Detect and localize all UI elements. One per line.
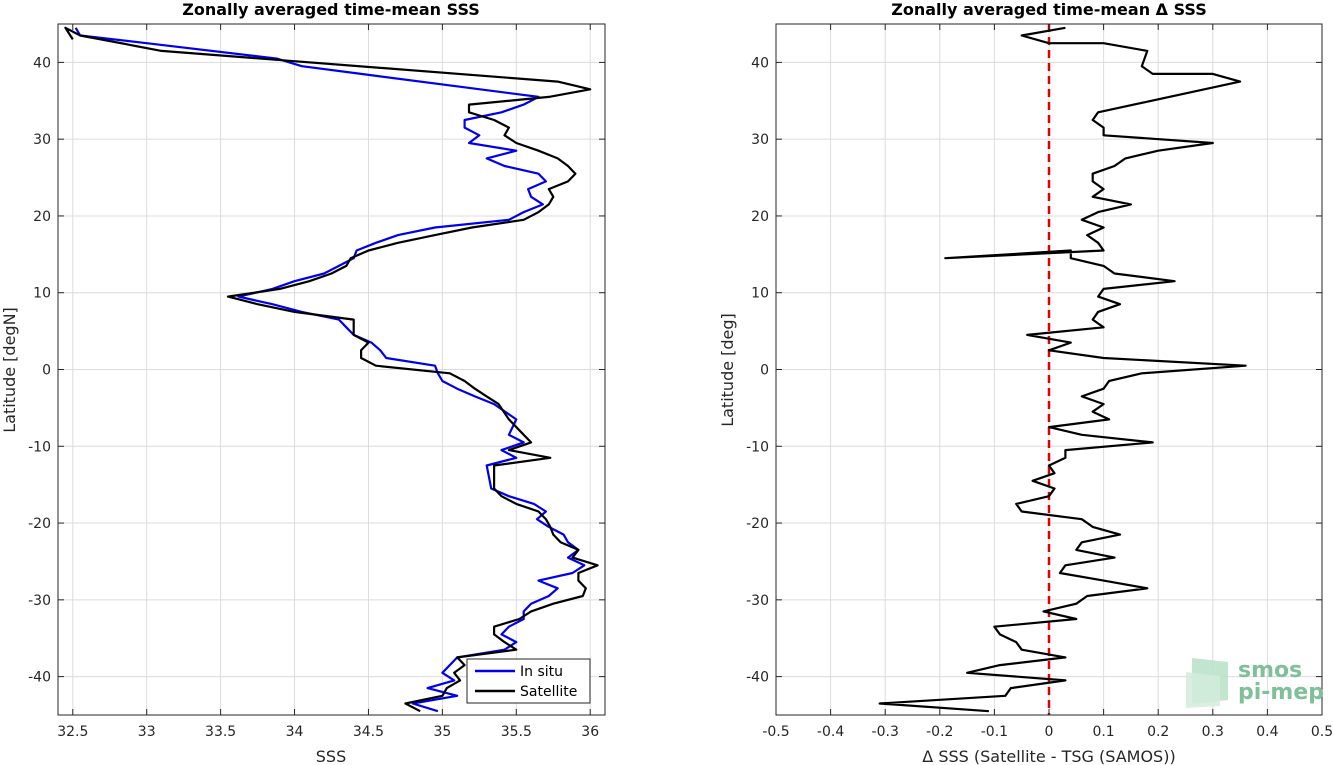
y-tick-label: -30 bbox=[28, 593, 51, 609]
y-tick-label: 40 bbox=[33, 55, 51, 71]
right-chart-y-axis-label: Latitude [deg] bbox=[718, 313, 737, 427]
left-chart-x-axis-label: SSS bbox=[316, 747, 346, 765]
y-tick-label: 30 bbox=[33, 132, 51, 148]
left-chart-panel: 32.5 33 33.5 34 34.5 35 35.5 36 40 30 20 10 0 -10 -20 -… bbox=[0, 0, 606, 765]
y-tick-label: 10 bbox=[751, 286, 769, 302]
x-tick-label: -0.2 bbox=[926, 724, 953, 740]
y-tick-label: 10 bbox=[33, 286, 51, 302]
logo-text-smos: smos bbox=[1238, 658, 1302, 683]
x-tick-label: 36 bbox=[581, 724, 599, 740]
x-tick-label: 0 bbox=[1045, 724, 1054, 740]
x-tick-label: 35 bbox=[433, 724, 451, 740]
y-tick-label: 40 bbox=[751, 55, 769, 71]
y-tick-label: -40 bbox=[746, 670, 769, 686]
y-tick-label: -10 bbox=[746, 439, 769, 455]
legend-label-in-situ: In situ bbox=[520, 664, 563, 680]
right-chart-panel: -0.5 -0.4 -0.3 -0.2 -0.1 0 0.1 0.2 0.3 0.4 0.5 40 30… bbox=[718, 0, 1333, 765]
y-tick-label: -20 bbox=[746, 516, 769, 532]
x-tick-label: 0.1 bbox=[1092, 724, 1114, 740]
x-tick-label: 0.3 bbox=[1202, 724, 1224, 740]
right-chart-series bbox=[878, 24, 1247, 715]
right-chart-title: Zonally averaged time-mean Δ SSS bbox=[891, 0, 1207, 19]
y-tick-label: 20 bbox=[751, 209, 769, 225]
x-tick-label: 34 bbox=[286, 724, 304, 740]
left-chart-series bbox=[64, 26, 599, 713]
series-line-satellite bbox=[64, 26, 599, 713]
smos-pi-mep-logo: smos pi-mep bbox=[1186, 658, 1324, 708]
x-tick-label: -0.1 bbox=[981, 724, 1008, 740]
series-line-in-situ bbox=[74, 27, 586, 713]
x-tick-label: -0.3 bbox=[872, 724, 899, 740]
x-tick-label: 0.5 bbox=[1311, 724, 1333, 740]
y-tick-label: -40 bbox=[28, 670, 51, 686]
x-tick-label: 35.5 bbox=[501, 724, 532, 740]
left-chart-y-axis-label: Latitude [degN] bbox=[0, 307, 19, 433]
x-tick-label: 34.5 bbox=[353, 724, 384, 740]
left-chart-title: Zonally averaged time-mean SSS bbox=[182, 0, 480, 19]
x-tick-label: 33 bbox=[138, 724, 156, 740]
y-tick-label: -30 bbox=[746, 593, 769, 609]
x-tick-label: 33.5 bbox=[205, 724, 236, 740]
y-tick-label: 0 bbox=[42, 363, 51, 379]
left-chart-legend: In situ Satellite bbox=[466, 658, 591, 704]
x-tick-label: 0.2 bbox=[1147, 724, 1169, 740]
x-tick-label: -0.4 bbox=[817, 724, 844, 740]
right-chart-x-axis-label: Δ SSS (Satellite - TSG (SAMOS)) bbox=[922, 747, 1175, 765]
left-chart-grid bbox=[58, 24, 605, 715]
y-tick-label: 0 bbox=[760, 363, 769, 379]
left-chart-ticks: 32.5 33 33.5 34 34.5 35 35.5 36 40 30 20 10 0 -10 -20 -… bbox=[28, 24, 605, 740]
x-tick-label: 32.5 bbox=[57, 724, 88, 740]
logo-text-pi-mep: pi-mep bbox=[1238, 680, 1324, 705]
y-tick-label: 20 bbox=[33, 209, 51, 225]
legend-box bbox=[466, 658, 591, 704]
y-tick-label: -10 bbox=[28, 439, 51, 455]
x-tick-label: -0.5 bbox=[762, 724, 789, 740]
logo-mark-layer bbox=[1186, 672, 1220, 708]
legend-label-satellite: Satellite bbox=[520, 684, 577, 700]
y-tick-label: 30 bbox=[751, 132, 769, 148]
series-line-delta-sss bbox=[878, 26, 1247, 713]
y-tick-label: -20 bbox=[28, 516, 51, 532]
right-chart-ticks: -0.5 -0.4 -0.3 -0.2 -0.1 0 0.1 0.2 0.3 0.4 0.5 40 30… bbox=[746, 24, 1333, 740]
x-tick-label: 0.4 bbox=[1256, 724, 1278, 740]
